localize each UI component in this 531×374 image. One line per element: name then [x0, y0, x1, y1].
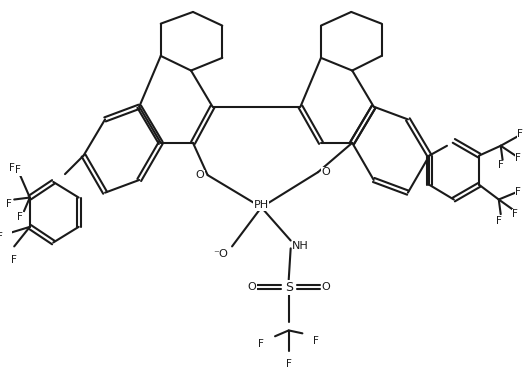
- Text: F: F: [10, 163, 15, 173]
- Text: F: F: [512, 209, 518, 219]
- Text: F: F: [11, 255, 17, 265]
- Text: F: F: [313, 336, 319, 346]
- Text: F: F: [17, 212, 23, 222]
- Text: F: F: [15, 165, 21, 175]
- Text: F: F: [517, 129, 523, 139]
- Text: O: O: [321, 167, 330, 177]
- Text: F: F: [516, 187, 521, 197]
- Text: ⁻O: ⁻O: [213, 249, 228, 259]
- Text: NH: NH: [292, 241, 309, 251]
- Text: F: F: [259, 339, 264, 349]
- Text: PH: PH: [254, 200, 269, 210]
- Text: O: O: [195, 170, 204, 180]
- Text: F: F: [0, 232, 3, 242]
- Text: F: F: [516, 153, 521, 163]
- Text: O: O: [247, 282, 256, 292]
- Text: F: F: [6, 199, 12, 209]
- Text: O: O: [321, 282, 330, 292]
- Text: S: S: [285, 281, 293, 294]
- Text: F: F: [498, 160, 503, 170]
- Text: F: F: [286, 359, 292, 369]
- Text: F: F: [496, 216, 502, 226]
